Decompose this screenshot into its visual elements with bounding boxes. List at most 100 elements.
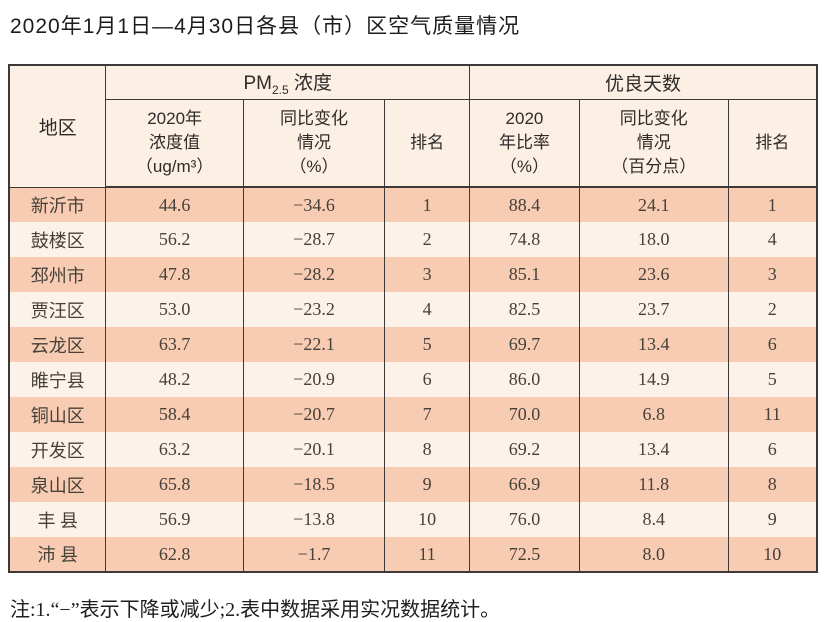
good-rank-cell: 3: [727, 257, 818, 293]
region-cell: 云龙区: [8, 327, 107, 363]
pm-subscript: 2.5: [272, 82, 289, 97]
pm-change-cell: −28.7: [242, 222, 386, 258]
region-cell: 沛 县: [8, 537, 107, 573]
pm-change-cell: −20.9: [242, 362, 386, 398]
pm-change-cell: −28.2: [242, 257, 386, 293]
pm-value-cell: 62.8: [105, 537, 244, 573]
good-change-cell: 8.0: [578, 537, 729, 573]
pm-rank-cell: 1: [384, 187, 471, 223]
good-rank-cell: 6: [727, 327, 818, 363]
good-change-cell: 24.1: [578, 187, 729, 223]
good-change-cell: 11.8: [578, 467, 729, 503]
region-cell: 泉山区: [8, 467, 107, 503]
table-row: 云龙区 63.7 −22.1 5 69.7 13.4 6: [8, 327, 818, 363]
region-cell: 开发区: [8, 432, 107, 468]
pm-change-cell: −34.6: [242, 187, 386, 223]
good-ratio-cell: 69.7: [469, 327, 580, 363]
region-cell: 丰 县: [8, 502, 107, 538]
pm-change-cell: −18.5: [242, 467, 386, 503]
pm-change-cell: −23.2: [242, 292, 386, 328]
footnote: 注:1.“−”表示下降或减少;2.表中数据采用实况数据统计。: [10, 599, 501, 622]
good-rank-cell: 10: [727, 537, 818, 573]
pm-value-cell: 56.2: [105, 222, 244, 258]
good-change-cell: 14.9: [578, 362, 729, 398]
pm-value-cell: 63.7: [105, 327, 244, 363]
header-region: 地区: [8, 64, 107, 188]
good-change-cell: 18.0: [578, 222, 729, 258]
good-ratio-cell: 85.1: [469, 257, 580, 293]
good-ratio-cell: 66.9: [469, 467, 580, 503]
pm-label: PM: [243, 73, 273, 94]
pm-rank-cell: 6: [384, 362, 471, 398]
pm-rank-cell: 5: [384, 327, 471, 363]
pm-value-cell: 47.8: [105, 257, 244, 293]
good-change-cell: 13.4: [578, 327, 729, 363]
region-cell: 邳州市: [8, 257, 107, 293]
pm-rank-cell: 9: [384, 467, 471, 503]
header-good-rank: 排名: [727, 98, 818, 189]
region-cell: 睢宁县: [8, 362, 107, 398]
pm-value-cell: 48.2: [105, 362, 244, 398]
pm-rank-cell: 8: [384, 432, 471, 468]
pm-change-cell: −20.7: [242, 397, 386, 433]
pm-rank-cell: 2: [384, 222, 471, 258]
pm-rank-cell: 11: [384, 537, 471, 573]
good-change-cell: 8.4: [578, 502, 729, 538]
good-rank-cell: 4: [727, 222, 818, 258]
good-ratio-cell: 86.0: [469, 362, 580, 398]
header-group-good-days: 优良天数: [469, 64, 818, 100]
good-rank-cell: 5: [727, 362, 818, 398]
table-body: 新沂市 44.6 −34.6 1 88.4 24.1 1 鼓楼区 56.2 −2…: [8, 187, 818, 573]
table-row: 睢宁县 48.2 −20.9 6 86.0 14.9 5: [8, 362, 818, 398]
table-row: 鼓楼区 56.2 −28.7 2 74.8 18.0 4: [8, 222, 818, 258]
good-ratio-cell: 76.0: [469, 502, 580, 538]
header-group-pm25: PM2.5 浓度: [105, 64, 471, 100]
page-title: 2020年1月1日—4月30日各县（市）区空气质量情况: [10, 15, 521, 38]
table-row: 铜山区 58.4 −20.7 7 70.0 6.8 11: [8, 397, 818, 433]
good-ratio-cell: 74.8: [469, 222, 580, 258]
table-row: 开发区 63.2 −20.1 8 69.2 13.4 6: [8, 432, 818, 468]
table-row: 泉山区 65.8 −18.5 9 66.9 11.8 8: [8, 467, 818, 503]
pm-value-cell: 56.9: [105, 502, 244, 538]
good-rank-cell: 6: [727, 432, 818, 468]
table-row: 邳州市 47.8 −28.2 3 85.1 23.6 3: [8, 257, 818, 293]
header-pm-value: 2020年 浓度值 （ug/m³）: [105, 98, 244, 189]
pm-value-cell: 53.0: [105, 292, 244, 328]
pm-value-cell: 65.8: [105, 467, 244, 503]
good-ratio-cell: 88.4: [469, 187, 580, 223]
good-ratio-cell: 69.2: [469, 432, 580, 468]
air-quality-table: 地区 PM2.5 浓度 优良天数 2020年 浓度值 （ug/m³） 同比变化 …: [8, 64, 818, 574]
good-change-cell: 13.4: [578, 432, 729, 468]
pm-rank-cell: 7: [384, 397, 471, 433]
good-change-cell: 6.8: [578, 397, 729, 433]
pm-rank-cell: 3: [384, 257, 471, 293]
good-ratio-cell: 82.5: [469, 292, 580, 328]
pm-value-cell: 63.2: [105, 432, 244, 468]
good-rank-cell: 9: [727, 502, 818, 538]
header-pm-rank: 排名: [384, 98, 471, 189]
table-row: 丰 县 56.9 −13.8 10 76.0 8.4 9: [8, 502, 818, 538]
good-rank-cell: 8: [727, 467, 818, 503]
header-good-ratio: 2020 年比率 （%）: [469, 98, 580, 189]
table-row: 新沂市 44.6 −34.6 1 88.4 24.1 1: [8, 187, 818, 223]
pm-change-cell: −22.1: [242, 327, 386, 363]
pm-rank-cell: 4: [384, 292, 471, 328]
region-cell: 铜山区: [8, 397, 107, 433]
header-good-change: 同比变化 情况 （百分点）: [578, 98, 729, 189]
good-rank-cell: 11: [727, 397, 818, 433]
good-change-cell: 23.7: [578, 292, 729, 328]
pm-change-cell: −1.7: [242, 537, 386, 573]
good-change-cell: 23.6: [578, 257, 729, 293]
table-header: 地区 PM2.5 浓度 优良天数 2020年 浓度值 （ug/m³） 同比变化 …: [8, 64, 818, 189]
pm-change-cell: −13.8: [242, 502, 386, 538]
header-pm-change: 同比变化 情况 （%）: [242, 98, 386, 189]
pm-value-cell: 58.4: [105, 397, 244, 433]
good-rank-cell: 1: [727, 187, 818, 223]
pm-value-cell: 44.6: [105, 187, 244, 223]
table-row: 沛 县 62.8 −1.7 11 72.5 8.0 10: [8, 537, 818, 573]
good-ratio-cell: 72.5: [469, 537, 580, 573]
region-cell: 新沂市: [8, 187, 107, 223]
good-rank-cell: 2: [727, 292, 818, 328]
pm-concentration-label: 浓度: [288, 73, 332, 94]
